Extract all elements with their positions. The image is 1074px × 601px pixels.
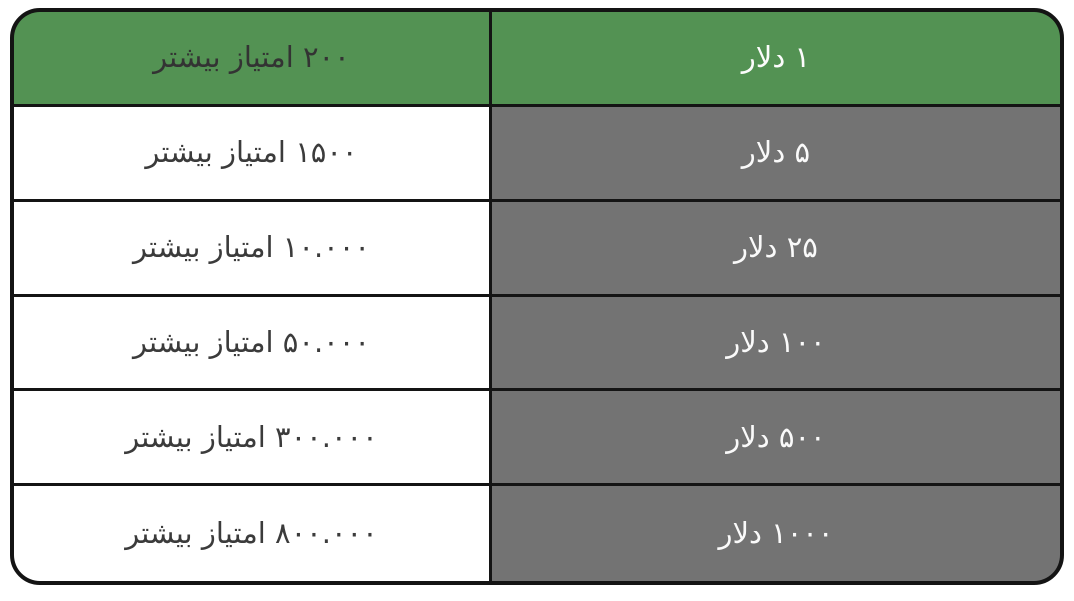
points-cell-row4: ۵۰.۰۰۰ امتیاز بیشتر (14, 296, 489, 392)
points-cell-row2: ۱۵۰۰ امتیاز بیشتر (14, 106, 489, 202)
dollars-cell-row4: ۱۰۰ دلار (488, 296, 1060, 392)
dollars-cell-row6: ۱۰۰۰ دلار (488, 486, 1060, 581)
dollars-header-cell: ۱ دلار (488, 12, 1060, 107)
dollars-cell-row3: ۲۵ دلار (488, 201, 1060, 297)
points-header-cell: ۲۰۰ امتیاز بیشتر (14, 12, 489, 107)
points-cell-row6: ۸۰۰.۰۰۰ امتیاز بیشتر (14, 486, 489, 581)
points-dollars-table: ۲۰۰ امتیاز بیشتر ۱ دلار ۱۵۰۰ امتیاز بیشت… (10, 8, 1064, 585)
dollars-cell-row5: ۵۰۰ دلار (488, 391, 1060, 487)
points-cell-row5: ۳۰۰.۰۰۰ امتیاز بیشتر (14, 391, 489, 487)
points-cell-row3: ۱۰.۰۰۰ امتیاز بیشتر (14, 201, 489, 297)
dollars-cell-row2: ۵ دلار (488, 106, 1060, 202)
